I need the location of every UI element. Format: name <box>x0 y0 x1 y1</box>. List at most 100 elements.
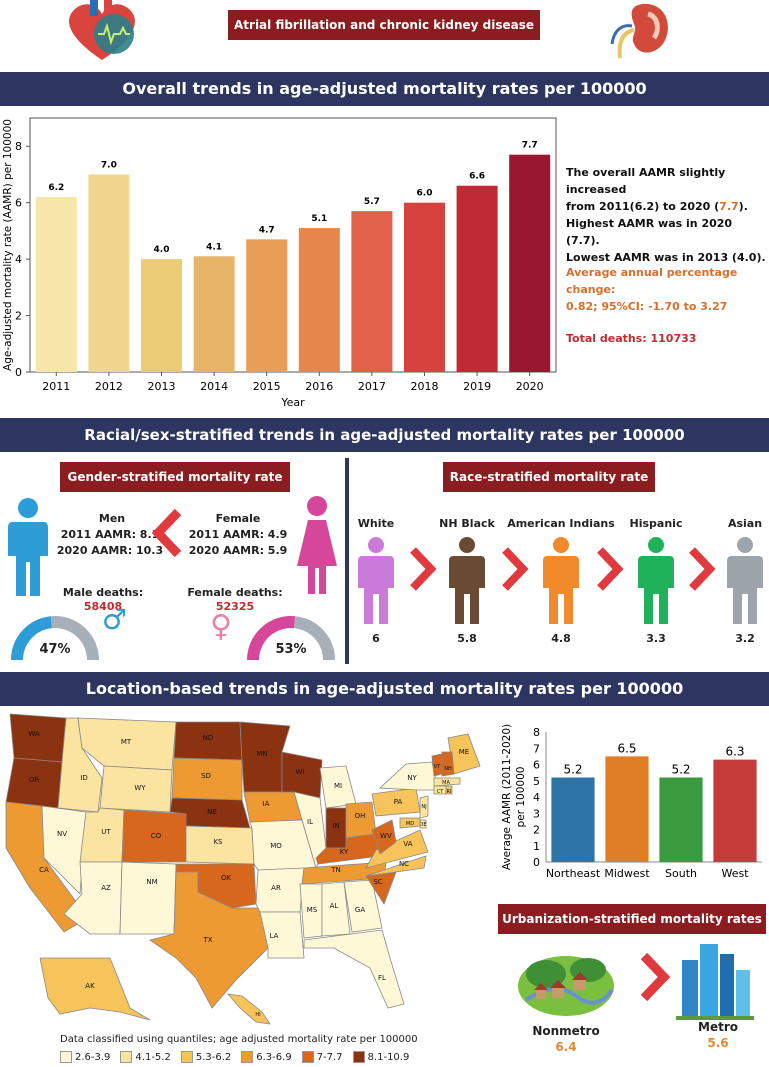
y-tick-label: 8 <box>15 140 22 153</box>
gender-title: Gender-stratified mortality rate <box>60 462 290 492</box>
state-AK <box>39 957 151 1021</box>
state-label-IN: IN <box>332 822 339 830</box>
state-label-KS: KS <box>213 838 223 846</box>
male-percent-gauge <box>11 616 99 661</box>
us-choropleth-map: WA OR CA NV ID MT WY UT AZ CO NM ND SD NE KS OK TX MN IA MO… <box>5 713 481 1025</box>
state-RI <box>445 785 453 795</box>
state-NC <box>365 855 427 877</box>
state-FL <box>303 929 405 1009</box>
state-HI <box>227 993 271 1025</box>
bar-value-label: 6.0 <box>417 189 433 199</box>
bar-value-label: 5.2 <box>563 763 582 777</box>
x-tick-label: Northeast <box>546 867 601 880</box>
bar-value-label: 6.6 <box>469 172 485 182</box>
state-label-OR: OR <box>29 776 40 784</box>
y-axis-label: Average AAMR (2011-2020) <box>501 724 513 870</box>
bar-2016 <box>298 228 340 372</box>
race-title: Race-stratified mortality rate <box>443 462 655 492</box>
state-label-DE: DE <box>419 822 426 828</box>
race-name-4: Asian <box>727 517 763 530</box>
summary-text: The overall AAMR slightly increased from… <box>566 166 766 264</box>
y-tick-label: 6 <box>533 759 540 772</box>
state-MD <box>399 817 421 829</box>
map-legend: Data classified using quantiles; age adj… <box>60 1034 480 1067</box>
race-name-1: NH Black <box>439 517 495 530</box>
state-NM <box>119 861 177 935</box>
state-label-NH: NH <box>444 766 452 772</box>
man-icon <box>8 498 48 596</box>
state-label-AK: AK <box>85 982 95 990</box>
male-deaths-label: Male deaths: <box>62 586 144 599</box>
y-axis-label-2: per 100000 <box>515 767 527 828</box>
person-icon-1 <box>449 537 485 624</box>
bar-2020 <box>509 154 551 372</box>
state-LA <box>259 911 305 959</box>
female-percent: 53% <box>275 642 307 657</box>
state-label-NC: NC <box>399 860 409 868</box>
female-aamr-2011: 2011 AAMR: 4.9 <box>188 528 288 541</box>
person-icon-3 <box>638 537 674 624</box>
bar-Midwest <box>605 756 649 862</box>
race-value-3: 3.3 <box>646 632 666 645</box>
state-label-AL: AL <box>330 902 339 910</box>
female-label: Female <box>215 512 261 525</box>
state-IA <box>243 791 303 823</box>
state-label-MN: MN <box>256 750 267 758</box>
state-label-WI: WI <box>296 768 305 776</box>
bar-2019 <box>456 185 498 372</box>
greater-than-chevron-urban <box>640 952 671 1002</box>
state-label-RI: RI <box>447 789 452 795</box>
state-label-MT: MT <box>121 738 132 746</box>
nonmetro-label: Nonmetro <box>532 1024 600 1038</box>
state-label-GA: GA <box>355 906 365 914</box>
gauge-fill <box>11 616 53 661</box>
race-value-2: 4.8 <box>551 632 571 645</box>
state-label-AR: AR <box>271 884 281 892</box>
state-NH <box>441 751 455 777</box>
state-label-MD: MD <box>406 821 414 827</box>
metro-value: 5.6 <box>707 1036 729 1050</box>
legend-item-4: 7-7.7 <box>301 1051 343 1063</box>
men-aamr-2011: 2011 AAMR: 8.1 <box>60 528 160 541</box>
race-name-0: White <box>357 517 395 530</box>
woman-icon <box>297 496 337 594</box>
state-label-NE: NE <box>207 808 217 816</box>
x-tick-label: 2015 <box>253 380 281 393</box>
bar-2014 <box>193 256 235 372</box>
state-label-AZ: AZ <box>101 884 111 892</box>
legend-note: Data classified using quantiles; age adj… <box>60 1034 418 1045</box>
region-aamr-bar-chart: 0 1 2 3 4 5 6 7 8 5.2 Northeast 6.5 Midwest 5.2 South 6… <box>501 724 762 880</box>
race-chevron-2 <box>596 547 624 591</box>
x-tick-label: 2019 <box>463 380 491 393</box>
bar-2011 <box>35 197 77 372</box>
total-deaths: Total deaths: 110733 <box>566 332 697 345</box>
state-GA <box>343 879 383 933</box>
state-label-FL: FL <box>378 974 386 982</box>
bar-2017 <box>351 211 393 372</box>
header-title: Atrial fibrillation and chronic kidney d… <box>228 10 540 40</box>
state-label-VT: VT <box>434 764 441 770</box>
bar-value-label: 5.1 <box>311 214 327 224</box>
gauge-remainder <box>293 616 335 661</box>
bar-value-label: 4.1 <box>206 242 222 252</box>
state-label-VA: VA <box>403 840 412 848</box>
state-label-UT: UT <box>101 828 111 836</box>
state-label-OH: OH <box>355 812 366 820</box>
state-label-CT: CT <box>437 789 444 795</box>
heart-icon <box>69 0 135 61</box>
person-icon-4 <box>727 537 763 624</box>
bar-value-label: 7.7 <box>522 141 538 151</box>
state-label-HI: HI <box>255 1012 260 1018</box>
section2-banner: Racial/sex-stratified trends in age-adju… <box>0 418 769 452</box>
x-tick-label: 2014 <box>200 380 228 393</box>
city-icon <box>676 944 754 1020</box>
state-label-PA: PA <box>394 798 403 806</box>
greater-than-chevron <box>151 508 182 558</box>
female-deaths-label: Female deaths: <box>187 586 283 599</box>
y-tick-label: 2 <box>533 824 540 837</box>
urban-title: Urbanization-stratified mortality rates <box>498 904 766 934</box>
x-tick-label: 2012 <box>95 380 123 393</box>
x-tick-label: 2013 <box>148 380 176 393</box>
state-label-WY: WY <box>134 784 146 792</box>
y-tick-label: 0 <box>533 856 540 869</box>
